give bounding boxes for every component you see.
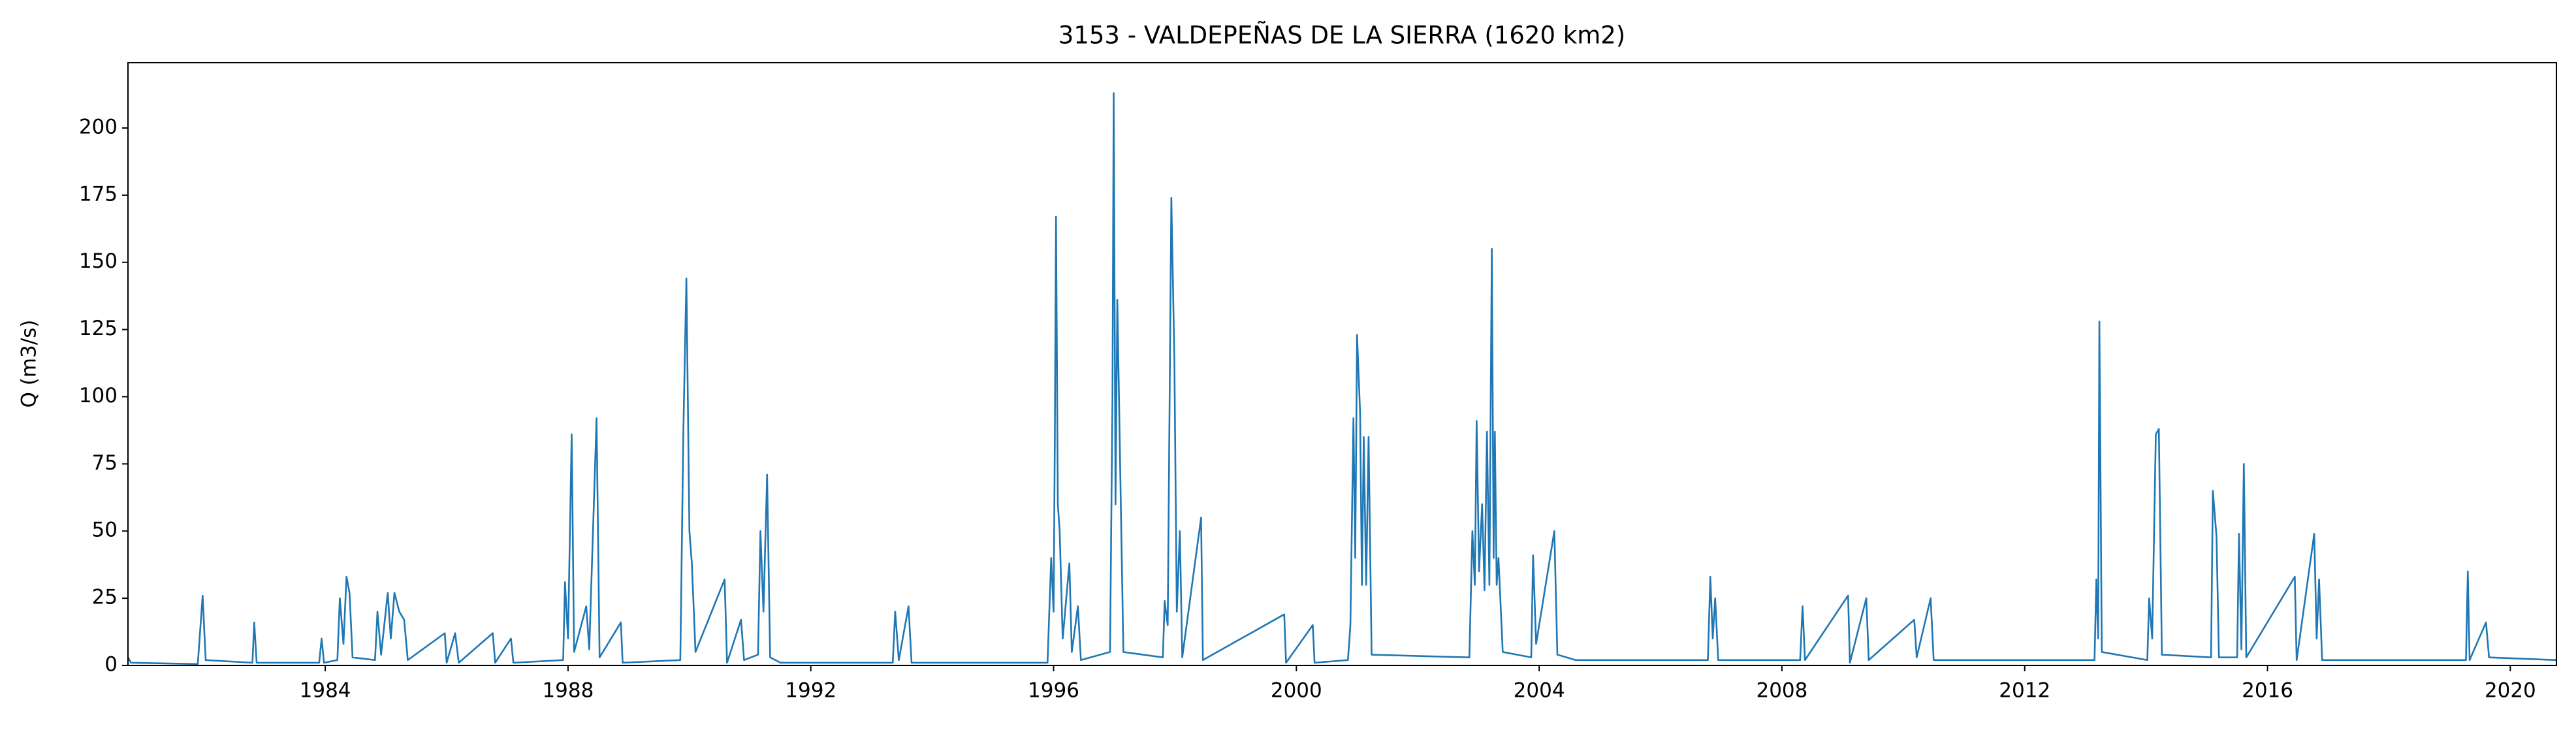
y-tick-label: 50 [92, 519, 118, 542]
x-tick-label: 2016 [2242, 679, 2293, 703]
x-tick-label: 2000 [1271, 679, 1322, 703]
data-line [127, 92, 2557, 665]
x-tick-label: 1988 [542, 679, 594, 703]
y-tick-label: 200 [79, 115, 118, 138]
chart-title: 3153 - VALDEPEÑAS DE LA SIERRA (1620 km2… [1058, 21, 1625, 50]
x-tick-label: 2008 [1756, 679, 1807, 703]
x-tick-label: 1996 [1028, 679, 1079, 703]
x-tick-label: 1984 [300, 679, 351, 703]
x-tick-label: 2012 [1999, 679, 2050, 703]
x-tick-label: 2004 [1514, 679, 1565, 703]
x-tick-label: 2020 [2485, 679, 2536, 703]
y-tick-label: 0 [104, 653, 118, 677]
y-tick-label: 100 [79, 384, 118, 407]
y-tick-label: 75 [92, 451, 118, 475]
y-tick-label: 175 [79, 182, 118, 206]
y-tick-label: 25 [92, 586, 118, 609]
y-tick-label: 150 [79, 249, 118, 273]
plot-frame [127, 62, 2557, 666]
x-tick-label: 1992 [785, 679, 836, 703]
y-tick-label: 125 [79, 317, 118, 340]
y-axis-label: Q (m3/s) [18, 320, 41, 408]
